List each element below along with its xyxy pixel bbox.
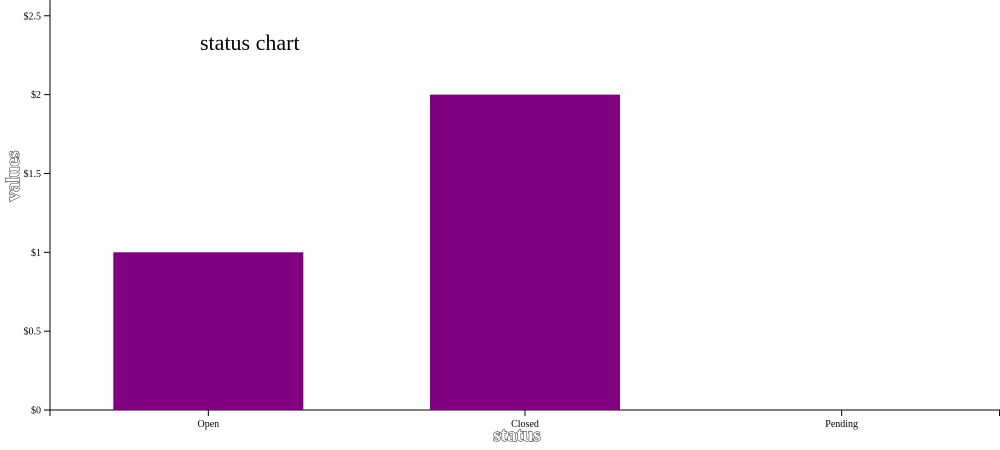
y-tick-label: $2.5 — [24, 11, 42, 22]
x-tick-label: Closed — [511, 419, 539, 430]
x-tick-label: Open — [197, 419, 219, 430]
y-tick-label: $0 — [31, 406, 41, 417]
y-tick-label: $0.5 — [24, 327, 42, 338]
y-tick-label: $1.5 — [24, 169, 42, 180]
bar-closed[interactable] — [430, 94, 620, 410]
bar-open[interactable] — [113, 252, 304, 410]
chart-title: status chart — [200, 30, 300, 55]
y-axis: $0 $0.5 $1 $1.5 $2 $2.5 — [24, 0, 51, 417]
y-axis-label: values — [3, 151, 24, 202]
x-axis-label: status — [493, 425, 541, 446]
x-tick-label: Pending — [825, 419, 858, 430]
y-tick-label: $1 — [31, 248, 41, 259]
bars — [113, 94, 620, 410]
y-tick-label: $2 — [31, 90, 41, 101]
